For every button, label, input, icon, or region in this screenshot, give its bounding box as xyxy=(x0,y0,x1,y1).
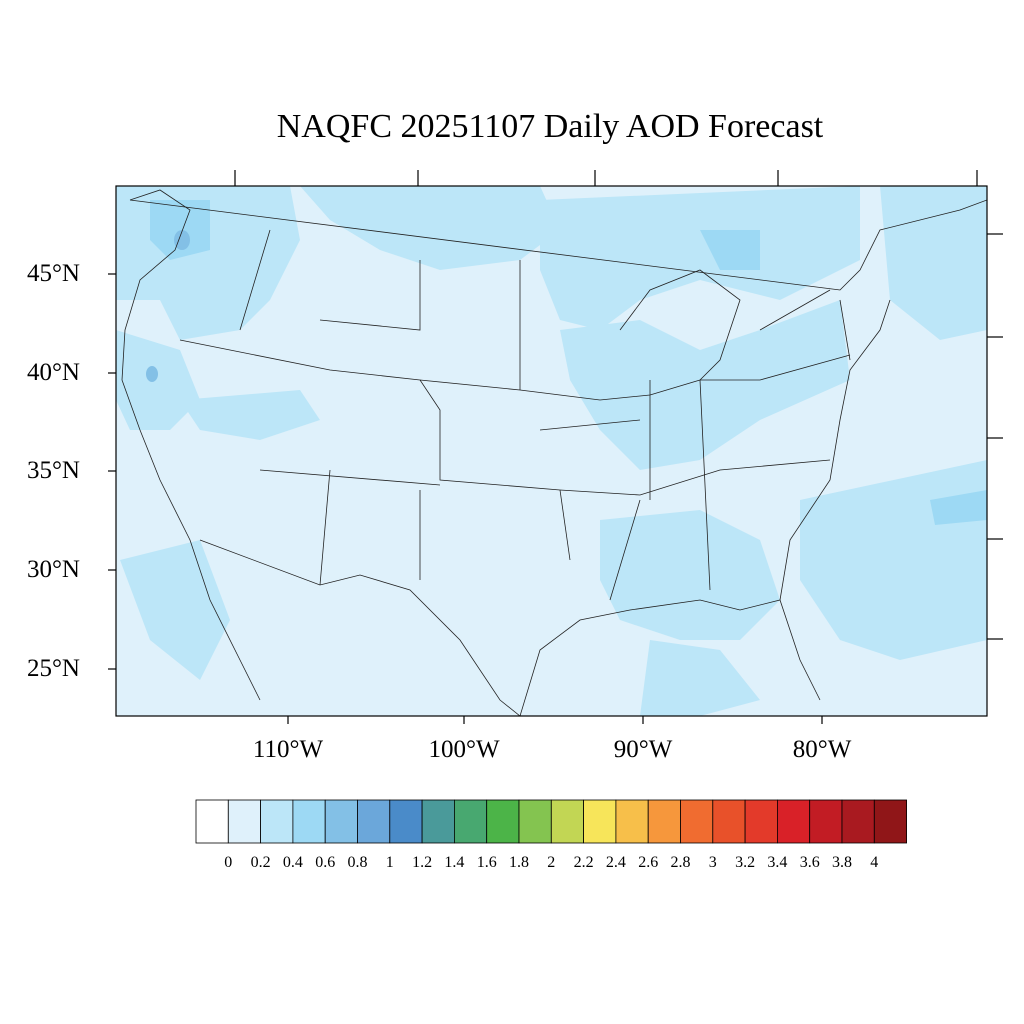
colorbar-tick-label: 0.8 xyxy=(347,854,368,871)
colorbar-swatch xyxy=(453,799,488,844)
colorbar-swatch xyxy=(550,799,584,844)
aod-field-0.2-0.4 xyxy=(116,186,987,716)
lon-label-90w: 90°W xyxy=(613,736,673,763)
colorbar-swatch xyxy=(615,799,649,844)
colorbar-swatch xyxy=(227,799,262,844)
lat-label-25: 25°N xyxy=(26,655,80,682)
colorbar-swatch xyxy=(389,799,423,844)
boundaries xyxy=(121,189,987,716)
colorbar-tick-label: 0.4 xyxy=(282,854,303,871)
colorbar-swatch xyxy=(777,799,811,844)
lon-label-110w: 110°W xyxy=(252,736,324,763)
colorbar-tick-label: 3.6 xyxy=(799,854,820,871)
lon-label-100w: 100°W xyxy=(428,736,500,763)
colorbar-swatch xyxy=(647,799,681,844)
colorbar-tick-label: 1.2 xyxy=(412,854,433,871)
lat-label-45: 45°N xyxy=(26,260,80,287)
colorbar-tick-label: 2.6 xyxy=(638,854,659,871)
colorbar xyxy=(195,799,907,844)
lat-label-40: 40°N xyxy=(26,359,80,386)
colorbar-tick-label: 1 xyxy=(385,854,394,871)
colorbar-tick-label: 0 xyxy=(224,854,233,871)
colorbar-tick-label: 2.8 xyxy=(670,854,691,871)
colorbar-tick-label: 0.2 xyxy=(250,854,271,871)
colorbar-swatch xyxy=(357,799,391,844)
colorbar-tick-label: 1.6 xyxy=(476,854,497,871)
colorbar-tick-label: 1.8 xyxy=(509,854,529,871)
colorbar-tick-label: 0.6 xyxy=(315,854,336,871)
colorbar-swatch xyxy=(680,799,714,844)
colorbar-tick-label: 3.2 xyxy=(735,854,756,871)
colorbar-tick-label: 1.4 xyxy=(444,854,465,871)
lat-label-35: 35°N xyxy=(26,457,80,484)
colorbar-swatch xyxy=(583,799,617,844)
colorbar-tick-label: 3.4 xyxy=(767,854,788,871)
colorbar-tick-label: 2 xyxy=(547,854,556,871)
tick-marks xyxy=(108,170,1003,724)
colorbar-swatch xyxy=(712,799,746,844)
map-frame xyxy=(115,185,988,717)
colorbar-swatch xyxy=(518,799,552,844)
colorbar-tick-label: 2.4 xyxy=(605,854,626,871)
aod-field-0.4-0.6 xyxy=(150,200,987,525)
map-title: NAQFC 20251107 Daily AOD Forecast xyxy=(276,108,824,145)
colorbar-tick-label: 4 xyxy=(870,854,879,871)
colorbar-swatch xyxy=(809,799,843,844)
lat-label-30: 30°N xyxy=(26,556,80,583)
colorbar-swatch xyxy=(292,799,326,844)
colorbar-tick-label: 2.2 xyxy=(573,854,594,871)
aod-field-0.6-0.8 xyxy=(146,230,190,382)
colorbar-swatch xyxy=(841,799,875,844)
colorbar-swatch xyxy=(260,799,294,844)
colorbar-swatch xyxy=(195,799,229,844)
colorbar-swatch xyxy=(744,799,778,844)
colorbar-tick-label: 3 xyxy=(708,854,717,871)
colorbar-tick-label: 3.8 xyxy=(832,854,852,871)
colorbar-swatch xyxy=(324,799,358,844)
colorbar-swatch xyxy=(873,799,907,844)
colorbar-swatch xyxy=(486,799,520,844)
lon-label-80w: 80°W xyxy=(792,736,852,763)
colorbar-swatch xyxy=(421,799,455,844)
